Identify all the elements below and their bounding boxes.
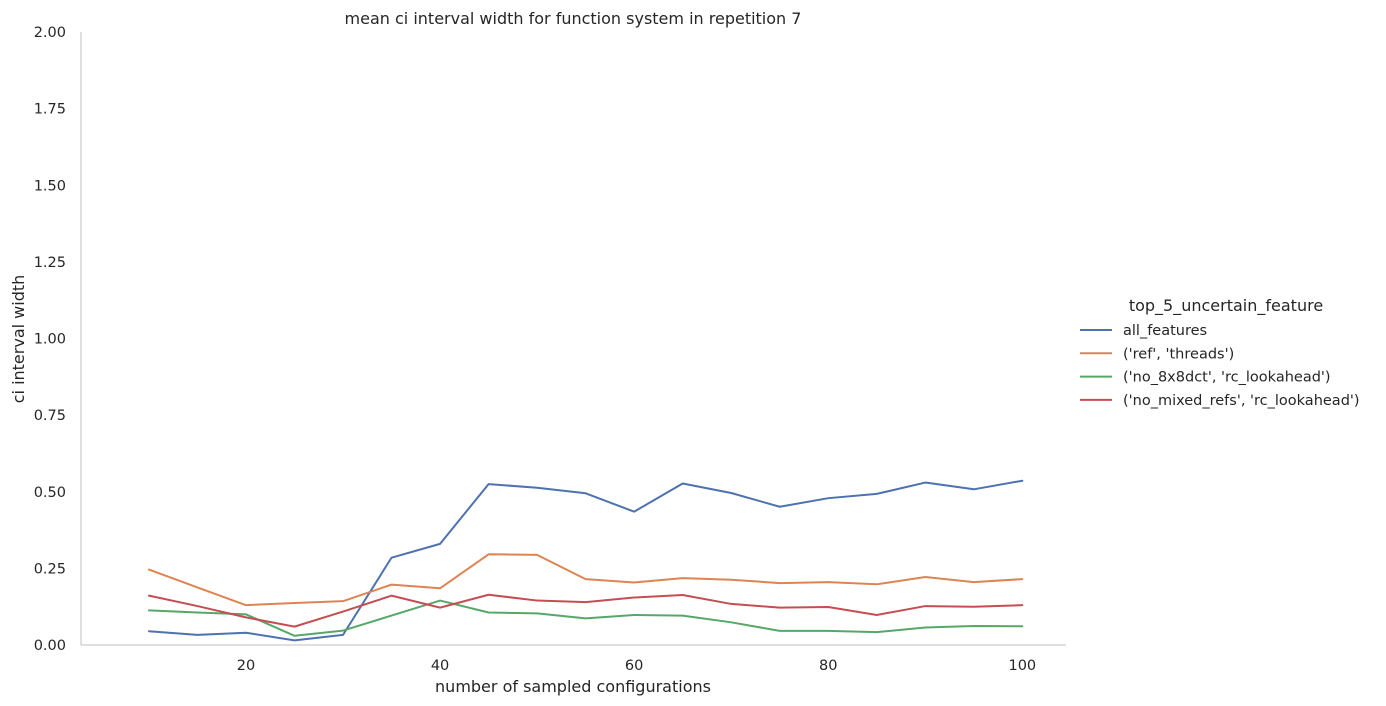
- y-tick-label: 2.00: [34, 25, 66, 41]
- legend-label: ('no_mixed_refs', 'rc_lookahead'): [1123, 393, 1360, 409]
- chart-title: mean ci interval width for function syst…: [345, 9, 802, 28]
- y-axis-label: ci interval width: [9, 275, 28, 404]
- series-line-2: [147, 599, 1024, 637]
- legend-label: ('no_8x8dct', 'rc_lookahead'): [1123, 370, 1331, 386]
- x-tick-labels: 20 40 60 80 100: [237, 658, 1036, 674]
- y-tick-label: 1.25: [34, 255, 66, 271]
- y-tick-label: 1.50: [34, 178, 66, 194]
- legend-label: ('ref', 'threads'): [1123, 346, 1234, 362]
- series-line-1: [147, 553, 1024, 607]
- x-tick-label: 20: [237, 658, 255, 674]
- y-tick-label: 1.00: [34, 332, 66, 348]
- y-tick-label: 0.75: [34, 408, 66, 424]
- series-line-0: [147, 479, 1024, 642]
- x-tick-label: 80: [819, 658, 837, 674]
- y-tick-label: 0.00: [34, 638, 66, 654]
- x-tick-label: 60: [625, 658, 643, 674]
- y-tick-label: 0.25: [34, 561, 66, 577]
- x-axis-label: number of sampled configurations: [435, 677, 711, 696]
- legend-label: all_features: [1123, 323, 1207, 339]
- legend: top_5_uncertain_feature all_features ('re…: [1080, 296, 1360, 409]
- legend-title: top_5_uncertain_feature: [1129, 296, 1323, 316]
- x-tick-label: 40: [431, 658, 449, 674]
- y-tick-label: 1.75: [34, 102, 66, 118]
- series-lines: [147, 479, 1024, 642]
- series-line-3: [147, 593, 1024, 628]
- y-tick-label: 0.50: [34, 485, 66, 501]
- y-tick-labels: 0.00 0.25 0.50 0.75 1.00 1.25 1.50 1.75 2.00: [34, 25, 66, 654]
- x-tick-label: 100: [1008, 658, 1036, 674]
